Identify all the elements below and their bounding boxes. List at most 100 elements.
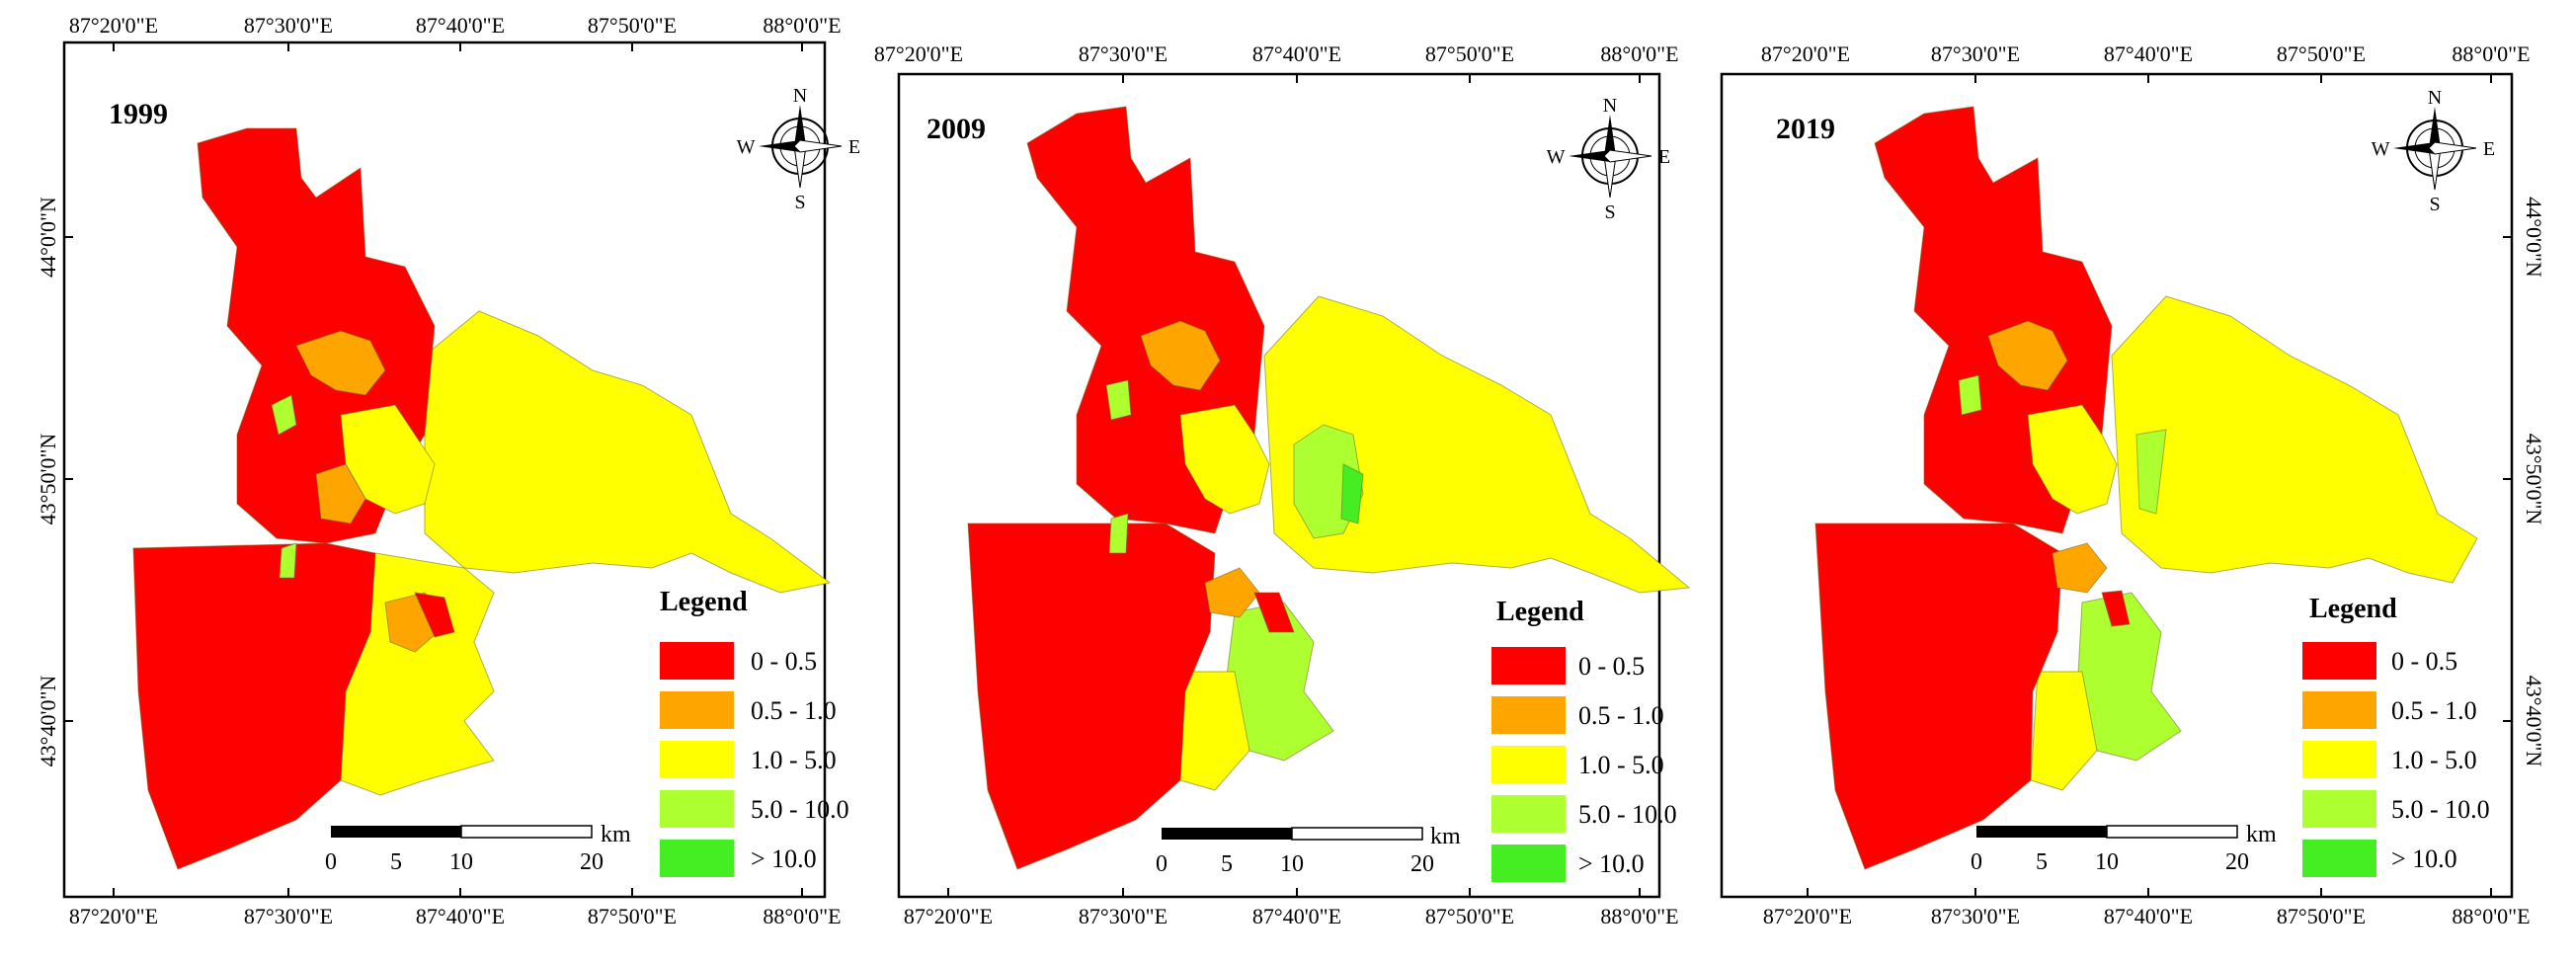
- map-region: [414, 592, 455, 638]
- legend-swatch: [1491, 746, 1566, 783]
- map-region: [1140, 320, 1221, 391]
- legend-swatch: [2302, 642, 2376, 680]
- compass-e: E: [848, 136, 859, 158]
- lat-label: 43°40'0"N: [2522, 676, 2546, 767]
- compass-e: E: [2483, 138, 2495, 160]
- lon-label: 87°30'0"E: [1079, 904, 1167, 928]
- lon-label: 87°30'0"E: [1079, 41, 1167, 66]
- legend-title: Legend: [660, 587, 748, 617]
- lon-label: 87°40'0"E: [2104, 904, 2193, 928]
- map-region: [2027, 404, 2118, 515]
- map-panel-1999: 87°20'0"E 87°30'0"E 87°40'0"E 87°50'0"E …: [0, 0, 859, 965]
- map-region: [2030, 671, 2098, 791]
- map-region: [271, 394, 297, 436]
- map-svg: 87°20'0"E 87°30'0"E 87°40'0"E 87°50'0"E …: [36, 13, 859, 928]
- year-label: 2009: [926, 113, 986, 145]
- lon-label: 87°50'0"E: [588, 13, 677, 38]
- map-region: [132, 542, 376, 870]
- legend-label: 0.5 - 1.0: [1578, 701, 1664, 730]
- legend: Legend 0 - 0.5 0.5 - 1.0 1.0 - 5.0 5.0 -…: [2302, 594, 2490, 877]
- scale-tick: 5: [1221, 851, 1233, 877]
- legend-label: 5.0 - 10.0: [751, 795, 849, 824]
- compass-w: W: [1547, 146, 1566, 168]
- scale-tick: 5: [390, 849, 402, 875]
- map-region: [2135, 429, 2167, 515]
- legend-swatch: [1491, 844, 1566, 882]
- compass-s: S: [2429, 194, 2440, 215]
- legend-title: Legend: [1496, 597, 1584, 627]
- lon-label: 87°30'0"E: [244, 13, 333, 38]
- compass-n: N: [793, 85, 807, 107]
- legend-swatch: [1491, 647, 1566, 684]
- map-region: [2111, 295, 2478, 584]
- legend-swatch: [660, 840, 734, 877]
- legend-swatch: [2302, 790, 2376, 828]
- legend-swatch: [1491, 696, 1566, 734]
- legend-swatch: [660, 790, 734, 828]
- scale-tick: 10: [449, 849, 473, 875]
- scale-tick: 0: [1156, 851, 1167, 877]
- compass-n: N: [2428, 87, 2442, 109]
- map-svg: 87°20'0"E 87°30'0"E 87°40'0"E 87°50'0"E …: [874, 41, 1691, 928]
- lon-label: 88°0'0"E: [2452, 904, 2530, 928]
- scale-tick: 20: [1410, 851, 1434, 877]
- map-region: [279, 542, 297, 579]
- lat-label: 43°50'0"N: [36, 434, 60, 525]
- bottom-longitude-labels: 87°20'0"E 87°30'0"E 87°40'0"E 87°50'0"E …: [904, 904, 1679, 928]
- scale-tick: 20: [580, 849, 604, 875]
- legend-swatch: [2302, 691, 2376, 729]
- lon-label: 87°50'0"E: [1425, 904, 1514, 928]
- legend: Legend 0 - 0.5 0.5 - 1.0 1.0 - 5.0 5.0 -…: [1491, 597, 1677, 882]
- map-region: [1253, 592, 1295, 633]
- map-svg: 87°20'0"E 87°30'0"E 87°40'0"E 87°50'0"E …: [1720, 41, 2546, 928]
- compass-s: S: [794, 192, 805, 213]
- legend-label: 5.0 - 10.0: [2391, 795, 2490, 824]
- map-region: [1340, 463, 1364, 524]
- lat-label: 44°0'0"N: [36, 197, 60, 278]
- compass-w: W: [737, 136, 756, 158]
- lon-label: 88°0'0"E: [1600, 41, 1678, 66]
- scale-bar: 0 5 10 20 km: [1156, 824, 1461, 877]
- legend-label: > 10.0: [2391, 844, 2457, 873]
- year-label: 1999: [109, 98, 168, 130]
- scale-tick: 0: [1971, 849, 1982, 875]
- scale-bar: 0 5 10 20 km: [325, 822, 631, 875]
- compass-rose: N S W E: [2372, 87, 2496, 215]
- legend-swatch: [660, 642, 734, 680]
- scale-unit: km: [1430, 824, 1461, 849]
- map-region: [1108, 513, 1129, 554]
- lon-label: 87°50'0"E: [2277, 41, 2366, 66]
- scale-tick: 10: [2095, 849, 2119, 875]
- lon-label: 88°0'0"E: [1600, 904, 1678, 928]
- top-longitude-labels: 87°20'0"E 87°30'0"E 87°40'0"E 87°50'0"E …: [69, 13, 842, 38]
- lon-label: 87°50'0"E: [2277, 904, 2366, 928]
- legend-label: 1.0 - 5.0: [1578, 751, 1664, 779]
- map-region: [1814, 523, 2063, 870]
- bottom-longitude-labels: 87°20'0"E 87°30'0"E 87°40'0"E 87°50'0"E …: [1763, 904, 2531, 928]
- left-latitude-labels: 44°0'0"N 43°50'0"N 43°40'0"N: [36, 197, 60, 766]
- top-longitude-labels: 87°20'0"E 87°30'0"E 87°40'0"E 87°50'0"E …: [874, 41, 1679, 66]
- lon-label: 87°50'0"E: [588, 904, 677, 928]
- lon-label: 87°40'0"E: [1252, 904, 1341, 928]
- city-map: [132, 127, 832, 870]
- map-region: [1179, 404, 1270, 515]
- lon-label: 87°50'0"E: [1425, 41, 1514, 66]
- map-region: [1987, 320, 2068, 391]
- scale-unit: km: [2246, 822, 2277, 847]
- map-region: [424, 310, 832, 594]
- scale-tick: 5: [2036, 849, 2048, 875]
- lon-label: 87°30'0"E: [1931, 904, 2020, 928]
- map-region: [1958, 374, 1982, 416]
- map-panel-2019: 87°20'0"E 87°30'0"E 87°40'0"E 87°50'0"E …: [1717, 0, 2576, 965]
- city-map: [967, 106, 1691, 870]
- legend-label: 0.5 - 1.0: [2391, 696, 2477, 725]
- scale-tick: 0: [325, 849, 337, 875]
- map-region: [2052, 542, 2108, 594]
- legend-swatch: [1491, 795, 1566, 833]
- legend-label: 1.0 - 5.0: [751, 746, 837, 774]
- bottom-longitude-labels: 87°20'0"E 87°30'0"E 87°40'0"E 87°50'0"E …: [69, 904, 842, 928]
- lon-label: 87°40'0"E: [416, 13, 505, 38]
- map-region: [315, 463, 366, 524]
- scale-bar: 0 5 10 20 km: [1971, 822, 2277, 875]
- compass-rose: N S W E: [737, 85, 859, 213]
